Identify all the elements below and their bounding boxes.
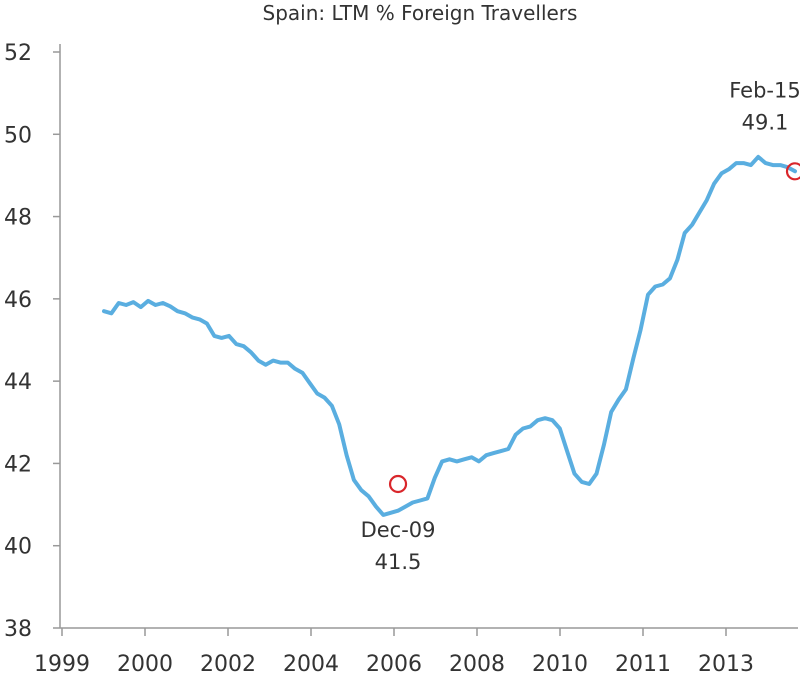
x-tick-label: 2008 (449, 652, 505, 677)
y-tick-label: 48 (4, 206, 32, 231)
annotations: Dec-09 41.5 Feb-15 49.1 (361, 78, 800, 574)
chart-title: Spain: LTM % Foreign Travellers (263, 1, 578, 25)
annotation-date-label: Feb-15 (729, 78, 800, 102)
y-tick-label: 40 (4, 535, 32, 560)
annotation-marker (388, 474, 408, 494)
x-tick-label: 2013 (698, 652, 754, 677)
series-layer (102, 154, 797, 517)
y-tick-label: 44 (4, 370, 32, 395)
annotation-value-label: 41.5 (375, 550, 422, 574)
annotation-value-label: 49.1 (742, 110, 789, 134)
annotation-date-label: Dec-09 (361, 518, 436, 542)
y-tick-label: 50 (4, 123, 32, 148)
y-tick-label: 42 (4, 452, 32, 477)
axes (53, 44, 798, 636)
x-tick-label: 2004 (283, 652, 339, 677)
series-line (102, 154, 797, 517)
annotation-marker (785, 162, 800, 181)
x-tick-label: 2006 (366, 652, 422, 677)
y-tick-label: 38 (4, 617, 32, 642)
x-tick-label: 2011 (615, 652, 671, 677)
y-tick-label: 52 (4, 41, 32, 66)
x-tick-label: 2002 (200, 652, 256, 677)
x-tick-label: 2000 (117, 652, 173, 677)
y-tick-label: 46 (4, 288, 32, 313)
tick-labels: 38 40 42 44 46 48 50 52 1999 2000 2002 2004 2006 2008… (4, 41, 754, 677)
x-tick-label: 2010 (532, 652, 588, 677)
x-tick-label: 1999 (34, 652, 90, 677)
